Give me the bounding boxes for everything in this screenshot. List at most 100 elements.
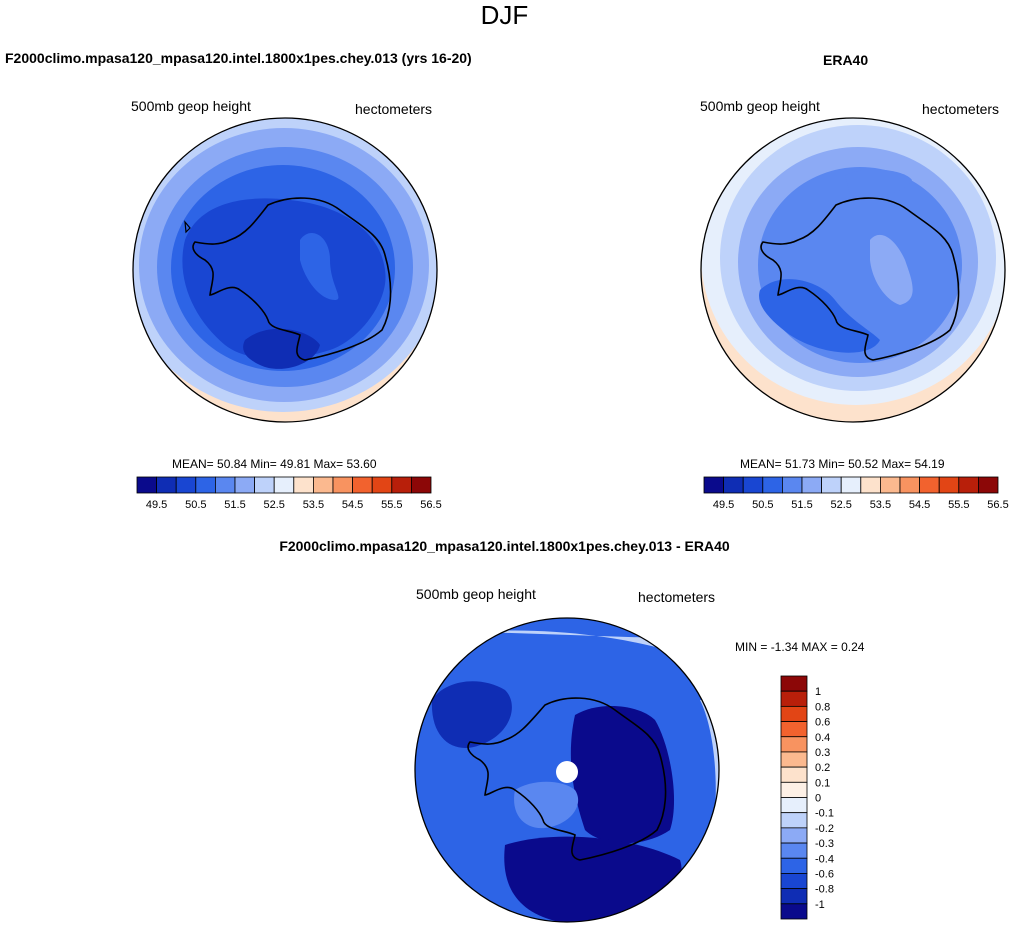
model-colorbar-box xyxy=(293,476,314,494)
model-colorbar-tick-label: 53.5 xyxy=(303,499,324,511)
diff-colorbar-box xyxy=(780,888,808,905)
obs-variable-label: 500mb geop height xyxy=(700,98,820,114)
model-colorbar-box xyxy=(195,476,216,494)
obs-colorbar-box xyxy=(958,476,979,494)
model-colorbar-tick-label: 50.5 xyxy=(185,499,206,511)
model-colorbar-tick-label: 52.5 xyxy=(263,499,284,511)
diff-colorbar-box xyxy=(780,857,808,874)
model-colorbar: 49.5 50.5 51.5 52.5 53.5 54.5 55.5 56.5 xyxy=(136,476,442,511)
diff-map-center-high xyxy=(514,781,579,829)
diff-colorbar-tick-label: 0.6 xyxy=(815,717,830,729)
obs-colorbar-box xyxy=(880,476,901,494)
obs-max-label: Max= xyxy=(881,457,912,471)
model-colorbar-box xyxy=(156,476,177,494)
obs-colorbar-box xyxy=(919,476,940,494)
model-colorbar-box xyxy=(332,476,354,494)
diff-min-value: -1.34 xyxy=(770,640,799,654)
obs-colorbar-tick-label: 50.5 xyxy=(752,499,773,511)
obs-colorbar-tick-label: 53.5 xyxy=(870,499,891,511)
diff-map-west-low xyxy=(431,681,512,748)
obs-colorbar-box xyxy=(801,476,823,494)
diff-colorbar-tick-label: 0.1 xyxy=(815,777,830,789)
obs-min-label: Min= xyxy=(818,457,845,471)
diff-colorbar-box xyxy=(780,751,808,768)
diff-colorbar-box xyxy=(780,812,808,829)
obs-colorbar-box xyxy=(899,476,921,494)
diff-panel-title: F2000climo.mpasa120_mpasa120.intel.1800x… xyxy=(279,538,730,554)
obs-colorbar-box xyxy=(840,476,862,494)
diff-max-value: 0.24 xyxy=(841,640,865,654)
diff-map-east-low xyxy=(570,705,675,844)
diff-stats: MIN = -1.34 MAX = 0.24 xyxy=(735,640,864,654)
obs-map-low xyxy=(759,279,880,353)
diff-map-coastline xyxy=(467,697,667,861)
diff-map-pole-marker xyxy=(556,761,578,783)
obs-units-label: hectometers xyxy=(922,101,1000,117)
diff-colorbar-box xyxy=(780,675,808,692)
model-map-coastline xyxy=(192,197,392,361)
model-colorbar-box xyxy=(273,476,295,494)
model-colorbar-tick-label: 54.5 xyxy=(342,499,363,511)
diff-colorbar-box xyxy=(780,766,808,783)
obs-map-plateau xyxy=(870,234,913,305)
model-colorbar-tick-label: 56.5 xyxy=(420,499,441,511)
model-colorbar-box xyxy=(352,476,373,494)
diff-map-border xyxy=(414,617,720,923)
obs-colorbar-tick-label: 56.5 xyxy=(987,499,1008,511)
model-colorbar-tick-label: 51.5 xyxy=(224,499,245,511)
model-colorbar-box xyxy=(391,476,412,494)
obs-map-coastline xyxy=(760,197,960,361)
obs-stats: MEAN= 51.73 Min= 50.52 Max= 54.19 xyxy=(740,457,945,471)
model-map xyxy=(132,117,438,423)
obs-panel-title: ERA40 xyxy=(823,52,869,68)
diff-colorbar-tick-label: -0.4 xyxy=(815,853,834,865)
obs-colorbar-box xyxy=(938,476,960,494)
model-colorbar-box xyxy=(254,476,275,494)
obs-colorbar-box xyxy=(782,476,803,494)
diff-colorbar-tick-label: -0.6 xyxy=(815,868,834,880)
diff-colorbar-tick-label: -1 xyxy=(815,899,825,911)
model-map-island xyxy=(184,220,191,234)
model-mean-value: 50.84 xyxy=(217,457,248,471)
obs-colorbar-box xyxy=(762,476,783,494)
model-colorbar-box xyxy=(312,476,334,494)
model-colorbar-box xyxy=(214,476,236,494)
diff-units-label: hectometers xyxy=(638,589,716,605)
obs-colorbar-tick-label: 54.5 xyxy=(909,499,930,511)
obs-map-border xyxy=(700,117,1006,423)
model-colorbar-box xyxy=(371,476,393,494)
diff-colorbar: 1 0.8 0.6 0.4 0.3 0.2 0.1 0 -0.1 -0.2 -0.3 -0.4 -0.6… xyxy=(780,675,834,920)
diff-colorbar-box xyxy=(780,736,808,753)
diff-colorbar-box xyxy=(780,781,808,798)
diff-colorbar-box xyxy=(780,842,808,859)
obs-max-value: 54.19 xyxy=(914,457,945,471)
model-map-plateau xyxy=(300,232,339,300)
diff-colorbar-box xyxy=(780,690,808,707)
model-colorbar-box xyxy=(410,476,432,494)
diff-variable-label: 500mb geop height xyxy=(416,586,536,602)
diff-colorbar-tick-label: -0.3 xyxy=(815,838,834,850)
model-colorbar-tick-label: 55.5 xyxy=(381,499,402,511)
model-max-label: Max= xyxy=(313,457,344,471)
model-variable-label: 500mb geop height xyxy=(131,98,251,114)
diff-colorbar-tick-label: -0.8 xyxy=(815,884,834,896)
model-min-value: 49.81 xyxy=(280,457,311,471)
diff-colorbar-box xyxy=(780,873,808,890)
diff-colorbar-box xyxy=(780,705,808,722)
obs-map xyxy=(700,117,1006,423)
model-units-label: hectometers xyxy=(355,101,433,117)
model-panel-title: F2000climo.mpasa120_mpasa120.intel.1800x… xyxy=(5,50,472,66)
obs-mean-value: 51.73 xyxy=(785,457,816,471)
diff-colorbar-tick-label: -0.2 xyxy=(815,823,834,835)
obs-map-top-low xyxy=(845,169,912,197)
diff-max-label: MAX = xyxy=(801,640,838,654)
model-min-label: Min= xyxy=(250,457,277,471)
diff-colorbar-tick-label: 0.8 xyxy=(815,701,830,713)
model-stats: MEAN= 50.84 Min= 49.81 Max= 53.60 xyxy=(172,457,377,471)
diff-colorbar-tick-label: 1 xyxy=(815,686,821,698)
obs-colorbar-box xyxy=(821,476,842,494)
diff-colorbar-box xyxy=(780,827,808,844)
obs-colorbar-box xyxy=(742,476,764,494)
model-colorbar-box xyxy=(175,476,197,494)
